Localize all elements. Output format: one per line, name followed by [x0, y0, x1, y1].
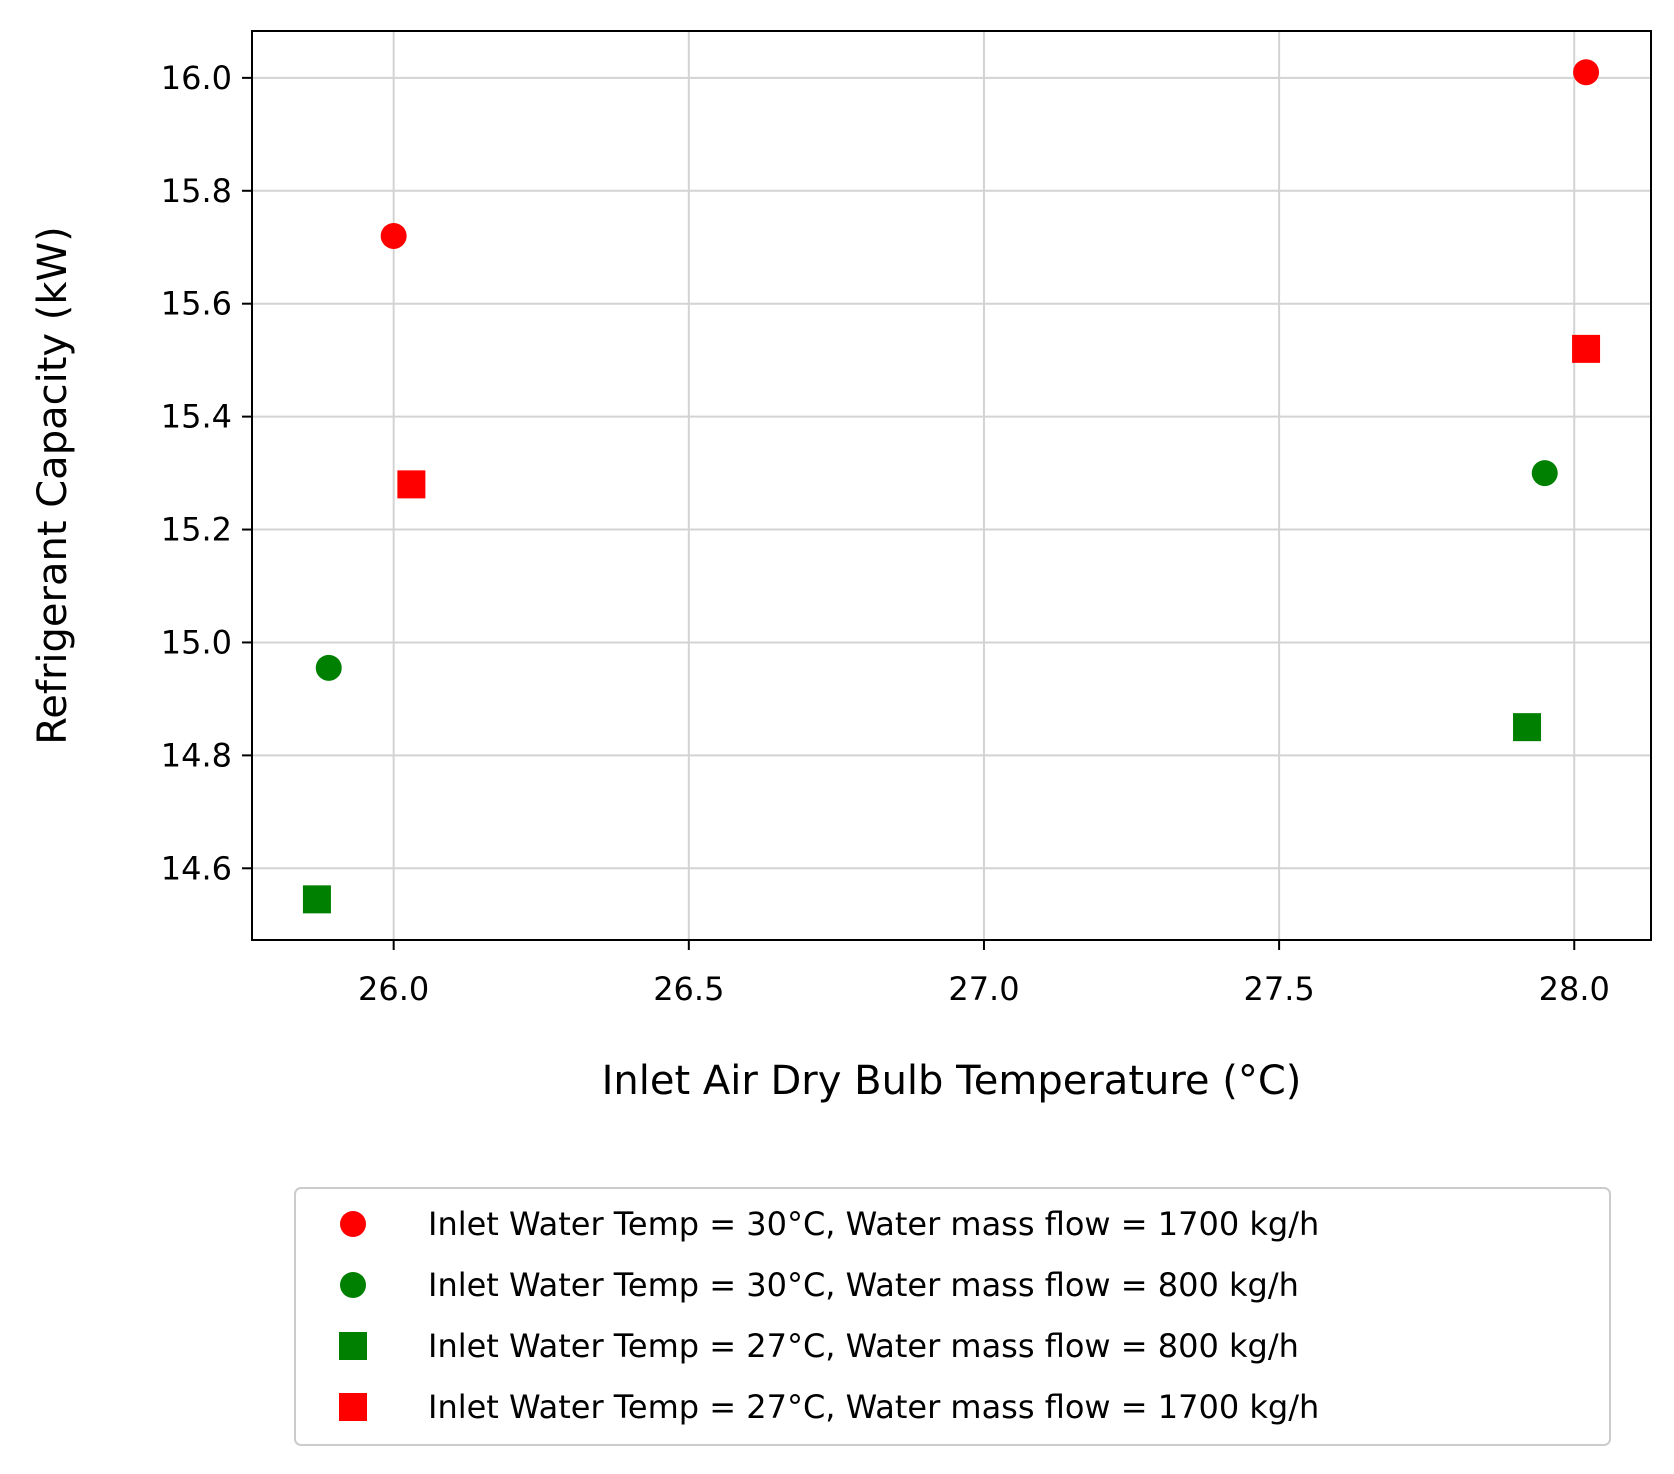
- y-tick-label: 15.8: [161, 172, 232, 210]
- legend-marker: [339, 1393, 367, 1421]
- x-axis-label: Inlet Air Dry Bulb Temperature (°C): [602, 1058, 1302, 1104]
- tick-layer: 26.0 26.5 27.0 27.5 28.0 14.6 14.8 15.0 15.2 15.4…: [161, 59, 1610, 1008]
- data-point: [1573, 59, 1600, 86]
- data-point: [1572, 334, 1601, 363]
- y-tick-label: 16.0: [161, 59, 232, 97]
- legend: Inlet Water Temp = 30°C, Water mass flow…: [294, 1187, 1611, 1446]
- points-layer: [302, 59, 1601, 914]
- y-tick-label: 14.6: [161, 849, 232, 887]
- data-point: [397, 470, 426, 499]
- x-tick-label: 26.5: [653, 970, 724, 1008]
- legend-marker: [340, 1272, 366, 1298]
- legend-label: Inlet Water Temp = 30°C, Water mass flow…: [428, 1205, 1319, 1243]
- legend-marker: [339, 1332, 367, 1360]
- x-tick-label: 28.0: [1539, 970, 1610, 1008]
- y-tick-label: 14.8: [161, 736, 232, 774]
- y-tick-label: 15.4: [161, 398, 232, 436]
- data-point: [1531, 460, 1558, 487]
- x-tick-label: 27.5: [1243, 970, 1314, 1008]
- legend-entries: Inlet Water Temp = 30°C, Water mass flow…: [339, 1205, 1319, 1426]
- legend-label: Inlet Water Temp = 30°C, Water mass flow…: [428, 1266, 1299, 1304]
- plot-area-frame: [251, 30, 1652, 941]
- legend-label: Inlet Water Temp = 27°C, Water mass flow…: [428, 1388, 1319, 1426]
- grid-layer: [252, 31, 1651, 940]
- data-point: [1513, 713, 1542, 742]
- x-tick-label: 27.0: [948, 970, 1019, 1008]
- data-point: [380, 222, 407, 249]
- legend-label: Inlet Water Temp = 27°C, Water mass flow…: [428, 1327, 1299, 1365]
- data-point: [315, 654, 342, 681]
- legend-box: [294, 1187, 1611, 1446]
- y-tick-label: 15.6: [161, 285, 232, 323]
- data-point: [302, 885, 331, 914]
- x-tick-label: 26.0: [358, 970, 429, 1008]
- y-axis-label: Refrigerant Capacity (kW): [30, 226, 76, 744]
- y-tick-label: 15.2: [161, 511, 232, 549]
- y-tick-label: 15.0: [161, 623, 232, 661]
- legend-marker: [340, 1211, 366, 1237]
